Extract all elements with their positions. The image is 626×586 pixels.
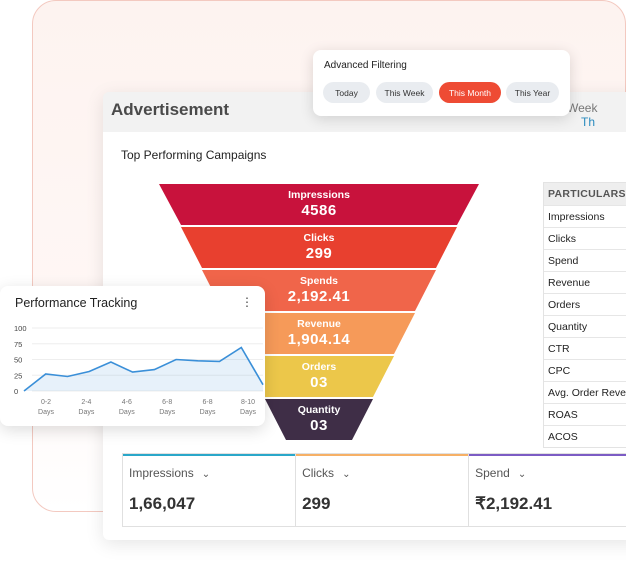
funnel-segment-orders[interactable] [244,356,394,397]
table-row: CTR [544,337,626,359]
funnel-label: Revenue [297,318,341,330]
metric-clicks: Clicks ⌄ 299 [296,454,470,526]
filter-this-month-button[interactable]: This Month [439,82,501,103]
x-tick-label: 8-10 [241,399,255,406]
metric-label: Impressions [129,466,194,480]
funnel-label: Quantity [297,404,341,416]
y-tick-label: 0 [14,387,18,396]
more-vertical-icon[interactable]: ⋮ [241,295,253,309]
performance-tracking-card: Performance Tracking ⋮ 100 75 50 25 0 0-2 Days… [0,286,265,426]
x-tick-label: Days [240,409,256,416]
performance-title: Performance Tracking [15,296,138,310]
chevron-down-icon: ⌄ [201,469,211,480]
funnel-value: 03 [310,417,328,434]
funnel-text-spends: Spends 2,192.41 [159,270,479,311]
funnel-label: Spends [300,275,338,287]
funnel-label: Clicks [303,232,335,244]
performance-chart: 100 75 50 25 0 0-2 Days 2-4 Days 4-6 Days 6-8 Days 6-… [14,324,264,416]
y-tick-label: 100 [14,324,27,333]
particulars-table: PARTICULARS Impressions Clicks Spend Rev… [543,182,626,448]
x-tick-label: 2-4 [81,399,91,406]
page-title: Advertisement [111,100,230,119]
funnel-segment-impressions[interactable] [159,184,479,225]
x-tick-label: Days [78,409,94,416]
y-tick-label: 25 [14,371,22,380]
metric-value: ₹2,192.41 [475,494,553,513]
chevron-down-icon: ⌄ [342,469,351,480]
metric-label: Clicks [302,466,335,480]
advanced-filter-card: Advanced Filtering Today This Week This … [313,50,570,116]
metric-accent-bar [123,454,296,456]
x-tick-label: 6-8 [203,399,213,406]
funnel-text-orders: Orders 03 [159,356,479,397]
filter-today-button[interactable]: Today [323,82,370,103]
table-row: ACOS [544,425,626,447]
x-tick-label: 0-2 [41,399,51,406]
x-tick-label: Days [159,409,175,416]
x-tick-label: 6-8 [162,399,172,406]
funnel-text-quantity: Quantity 03 [159,399,479,440]
table-row: Avg. Order Revenue [544,381,626,403]
x-tick-label: Days [119,409,135,416]
funnel-segment-revenue[interactable] [223,313,415,354]
x-tick-label: Days [38,409,54,416]
metric-dropdown-spend[interactable]: Spend ⌄ [475,464,626,482]
table-row: CPC [544,359,626,381]
table-row: Revenue [544,271,626,293]
y-tick-label: 50 [14,356,22,365]
table-row: Clicks [544,227,626,249]
table-row: Impressions [544,205,626,227]
funnel-label: Orders [301,361,337,373]
metric-value: 1,66,047 [129,494,196,513]
x-tick-label: 4-6 [122,399,132,406]
funnel-text-clicks: Clicks 299 [159,227,479,268]
filter-title: Advanced Filtering [324,60,407,71]
metric-dropdown-impressions[interactable]: Impressions ⌄ [129,464,289,482]
tab-week[interactable]: Week [567,101,598,115]
metric-value: 299 [302,494,331,513]
metric-impressions: Impressions ⌄ 1,66,047 [123,454,297,526]
x-tick-label: Days [200,409,216,416]
metric-accent-bar [469,454,626,456]
metric-accent-bar [296,454,469,456]
table-row: Orders [544,293,626,315]
funnel-segment-clicks[interactable] [181,227,457,268]
funnel-value: 03 [310,374,328,391]
metrics-summary: Impressions ⌄ 1,66,047 Clicks ⌄ 299 Spend ⌄… [122,453,626,527]
funnel-label: Impressions [288,189,350,201]
y-tick-label: 75 [14,340,22,349]
funnel-value: 4586 [301,202,337,219]
chevron-down-icon: ⌄ [517,469,527,480]
panel-title: Top Performing Campaigns [121,148,267,162]
particulars-header: PARTICULARS [544,183,626,205]
series-area [24,347,263,391]
funnel-value: 299 [305,245,333,262]
filter-this-year-button[interactable]: This Year [506,82,559,103]
funnel-value: 2,192.41 [287,288,351,305]
metric-dropdown-clicks[interactable]: Clicks ⌄ [302,464,462,482]
series-line [23,346,264,392]
metric-spend: Spend ⌄ ₹2,192.41 [469,454,626,526]
funnel-text-impressions: Impressions 4586 [159,184,479,225]
table-row: ROAS [544,403,626,425]
table-row: Quantity [544,315,626,337]
metric-label: Spend [475,466,510,480]
filter-this-week-button[interactable]: This Week [376,82,433,103]
funnel-text-revenue: Revenue 1,904.14 [159,313,479,354]
table-row: Spend [544,249,626,271]
funnel-value: 1,904.14 [287,331,351,348]
funnel-segment-quantity[interactable] [265,399,373,440]
period-tabs: Week Th [567,101,626,135]
